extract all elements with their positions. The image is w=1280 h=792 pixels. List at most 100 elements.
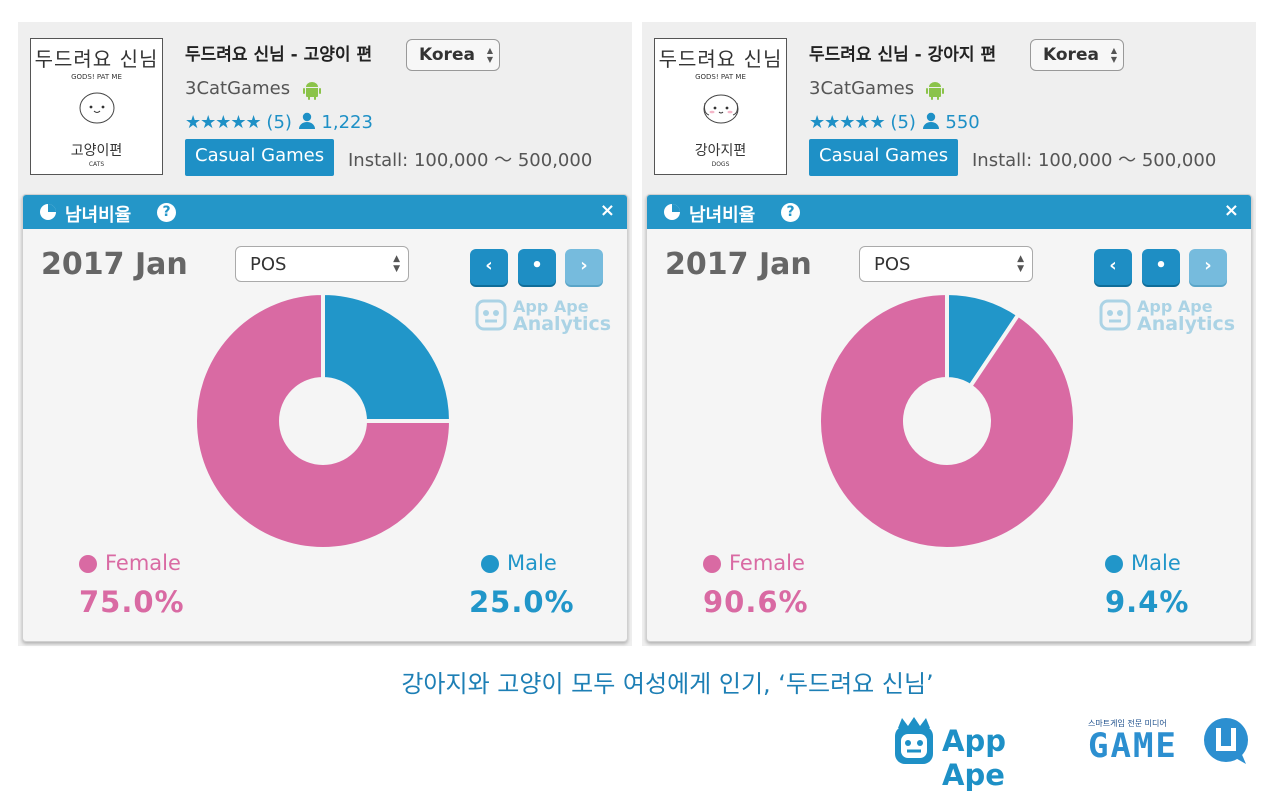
watermark-line2: Analytics: [513, 313, 612, 335]
widget-header: 남녀비율 ? ×: [23, 195, 627, 229]
thumbnail-caption-en: CATS: [88, 161, 105, 168]
game-logo-wordmark: GAME: [1088, 726, 1178, 766]
close-icon[interactable]: ×: [599, 200, 615, 221]
genre-button[interactable]: Casual Games: [185, 139, 335, 176]
watermark-line2: Analytics: [1137, 313, 1236, 335]
cat-face-icon: [79, 92, 115, 124]
app-ape-logo-icon: [895, 717, 933, 764]
android-icon: [926, 82, 944, 100]
close-icon[interactable]: ×: [1223, 200, 1239, 221]
rating-row: ★★★★★ (5) 1,223: [185, 112, 373, 133]
current-month-button[interactable]: •: [1142, 249, 1180, 285]
thumbnail-title: 두드려요 신님: [34, 47, 159, 71]
star-rating-icon: ★★★★★: [809, 112, 886, 133]
android-icon: [303, 82, 321, 100]
developer-name[interactable]: 3CatGames: [809, 78, 915, 99]
app-panel-dogs: 두드려요 신님 GODS! PAT ME 강아지편 DOGS 두드려요 신님 -…: [642, 22, 1256, 646]
next-month-button[interactable]: ›: [565, 249, 603, 285]
rating-count: (5): [266, 112, 292, 133]
gender-ratio-widget: 남녀비율 ? × 2017 Jan POS ▲ ▼ ‹ • › App Ape A…: [646, 194, 1252, 642]
install-range: Install: 100,000 ～ 500,000: [348, 150, 593, 171]
game-logo-tagline: 스마트게임 전문 미디어: [1088, 719, 1167, 728]
watermark-line1: App Ape: [513, 297, 589, 316]
prev-month-button[interactable]: ‹: [470, 249, 508, 285]
help-icon[interactable]: ?: [157, 203, 176, 222]
platform-select-value: POS: [250, 254, 287, 275]
thumbnail-subtitle-ko: 강아지편: [694, 143, 747, 159]
select-arrows-icon: ▲ ▼: [1110, 46, 1117, 64]
user-count: 1,223: [321, 112, 373, 133]
country-select[interactable]: Korea ▲ ▼: [1030, 39, 1124, 71]
dog-face-icon: [703, 94, 739, 124]
female-percentage: 90.6%: [703, 585, 809, 619]
female-legend-dot: [703, 555, 721, 573]
star-rating-icon: ★★★★★: [185, 112, 262, 133]
widget-header: 남녀비율 ? ×: [647, 195, 1251, 229]
thumbnail-subtitle: GODS! PAT ME: [695, 73, 746, 81]
period-label: 2017 Jan: [41, 247, 188, 282]
platform-select[interactable]: POS ▲ ▼: [235, 246, 409, 282]
developer-name[interactable]: 3CatGames: [185, 78, 291, 99]
help-icon[interactable]: ?: [781, 203, 800, 222]
app-ape-logo: App Ape: [892, 716, 1072, 792]
app-header: 두드려요 신님 GODS! PAT ME 강아지편 DOGS 두드려요 신님 -…: [642, 22, 1256, 192]
rating-count: (5): [890, 112, 916, 133]
app-title: 두드려요 신님 - 강아지 편: [809, 45, 997, 65]
select-arrows-icon: ▲ ▼: [486, 46, 493, 64]
donut-hole: [281, 379, 365, 463]
app-thumbnail[interactable]: 두드려요 신님 GODS! PAT ME 강아지편 DOGS: [654, 38, 787, 175]
male-percentage: 9.4%: [1105, 585, 1190, 619]
select-arrows-icon: ▲ ▼: [1017, 254, 1024, 274]
app-ape-analytics-watermark: App Ape Analytics: [1099, 297, 1249, 337]
widget-title: 남녀비율: [65, 205, 132, 226]
pie-chart-icon: [40, 204, 56, 220]
prev-month-button[interactable]: ‹: [1094, 249, 1132, 285]
male-percentage: 25.0%: [469, 585, 575, 619]
thumbnail-caption-en: DOGS: [711, 161, 730, 168]
male-legend-label: Male: [1131, 551, 1181, 575]
country-select[interactable]: Korea ▲ ▼: [406, 39, 500, 71]
app-ape-logo-icon: [1099, 299, 1131, 331]
app-ape-wordmark: App Ape: [942, 724, 1006, 792]
app-title: 두드려요 신님 - 고양이 편: [185, 45, 373, 65]
male-legend-label: Male: [507, 551, 557, 575]
game-q-logo-icon: [1204, 718, 1248, 764]
male-legend-dot: [481, 555, 499, 573]
select-arrows-icon: ▲ ▼: [393, 254, 400, 274]
pie-chart-icon: [664, 204, 680, 220]
widget-title: 남녀비율: [689, 205, 756, 226]
thumbnail-title: 두드려요 신님: [658, 47, 783, 71]
install-range: Install: 100,000 ～ 500,000: [972, 150, 1217, 171]
user-icon: [922, 112, 946, 133]
next-month-button[interactable]: ›: [1189, 249, 1227, 285]
app-panel-cats: 두드려요 신님 GODS! PAT ME 고양이편 CATS 두드려요 신님 -…: [18, 22, 632, 646]
female-legend-label: Female: [105, 551, 181, 575]
app-ape-logo-icon: [475, 299, 507, 331]
user-count: 550: [945, 112, 980, 133]
donut-hole: [905, 379, 989, 463]
platform-select-value: POS: [874, 254, 911, 275]
genre-button[interactable]: Casual Games: [809, 139, 959, 176]
watermark-line1: App Ape: [1137, 297, 1213, 316]
gender-donut-chart: [817, 291, 1077, 551]
gender-donut-chart: [193, 291, 453, 551]
thumbnail-subtitle-ko: 고양이편: [70, 143, 123, 159]
country-select-value: Korea: [1043, 45, 1099, 65]
period-label: 2017 Jan: [665, 247, 812, 282]
app-header: 두드려요 신님 GODS! PAT ME 고양이편 CATS 두드려요 신님 -…: [18, 22, 632, 192]
female-legend-label: Female: [729, 551, 805, 575]
app-ape-analytics-watermark: App Ape Analytics: [475, 297, 625, 337]
female-percentage: 75.0%: [79, 585, 185, 619]
gameq-logo: 스마트게임 전문 미디어 GAME: [1088, 716, 1258, 770]
thumbnail-subtitle: GODS! PAT ME: [71, 73, 122, 81]
app-thumbnail[interactable]: 두드려요 신님 GODS! PAT ME 고양이편 CATS: [30, 38, 163, 175]
article-caption: 강아지와 고양이 모두 여성에게 인기, ‘두드려요 신님’: [401, 670, 934, 698]
gender-ratio-widget: 남녀비율 ? × 2017 Jan POS ▲ ▼ ‹ • › App Ape A…: [22, 194, 628, 642]
rating-row: ★★★★★ (5) 550: [809, 112, 980, 133]
female-legend-dot: [79, 555, 97, 573]
country-select-value: Korea: [419, 45, 475, 65]
male-legend-dot: [1105, 555, 1123, 573]
user-icon: [298, 112, 322, 133]
platform-select[interactable]: POS ▲ ▼: [859, 246, 1033, 282]
current-month-button[interactable]: •: [518, 249, 556, 285]
